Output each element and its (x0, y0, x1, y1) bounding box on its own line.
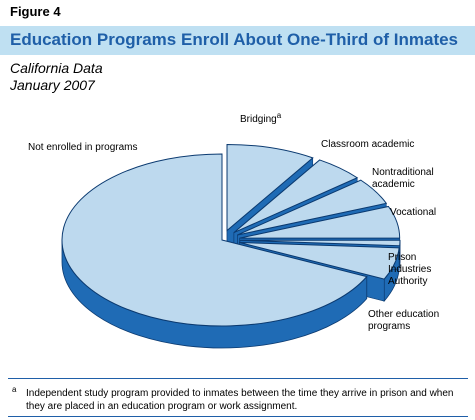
subtitle-line-1: California Data (10, 60, 103, 76)
slice-not-enrolled-in-programs (61, 153, 368, 349)
slice-label-line: academic (372, 179, 415, 190)
slice-label-classroom-academic: Classroom academic (321, 139, 414, 150)
figure-label: Figure 4 (10, 4, 61, 19)
footnote-text: Independent study program provided to in… (26, 388, 454, 412)
slice-label-line: Other education (368, 309, 439, 320)
slice-top-nontraditional-academic (237, 179, 388, 236)
slice-label-not-enrolled-in-programs: Not enrolled in programs (28, 142, 138, 153)
title-bar (0, 26, 475, 55)
slice-top-classroom-academic (233, 159, 359, 234)
slice-top-not-enrolled-in-programs (61, 153, 368, 327)
slice-label-line: Prison (388, 252, 416, 263)
slice-label-nontraditional-academic: Nontraditional academic (372, 167, 434, 190)
bottom-rule (8, 416, 468, 417)
slice-label-superscript: a (277, 111, 282, 120)
subtitle-line-2: January 2007 (10, 77, 95, 93)
slice-top-vocational (239, 205, 401, 239)
footnote-divider (8, 378, 468, 379)
slice-label-line: Authority (388, 276, 427, 287)
slice-label-line: Nontraditional (372, 167, 434, 178)
slice-top-other-education-programs (239, 241, 400, 280)
slice-label-line: Classroom academic (321, 139, 414, 150)
slice-label-bridging: Bridginga (240, 111, 282, 125)
slice-label-line: Not enrolled in programs (28, 142, 138, 153)
footnote-marker: a (12, 385, 17, 394)
slice-label-line: Vocational (390, 207, 436, 218)
slice-top-prison-industries-authority (239, 239, 401, 247)
slice-top-bridging (226, 143, 314, 232)
pie-chart: Not enrolled in programs Other education p… (28, 111, 439, 349)
chart-title: Education Programs Enroll About One-Thir… (10, 30, 459, 49)
slice-label-line: programs (368, 321, 410, 332)
slice-label-line: Industries (388, 264, 431, 275)
slice-label-line: Bridging (240, 114, 277, 125)
slice-label-other-education-programs: Other education programs (368, 309, 439, 332)
slice-label-prison-industries-authority: Prison Industries Authority (388, 252, 431, 287)
slice-label-vocational: Vocational (390, 207, 436, 218)
